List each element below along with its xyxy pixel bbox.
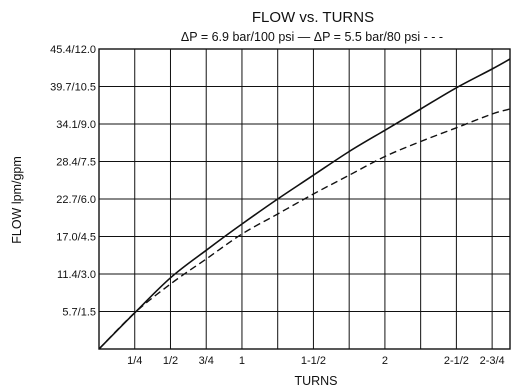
x-tick-label-7: 2-3/4	[480, 355, 505, 367]
y-tick-label-3: 22.7/6.0	[56, 194, 96, 206]
x-tick-label-4: 1-1/2	[301, 355, 326, 367]
x-axis-label: TURNS	[294, 374, 337, 388]
chart-title: FLOW vs. TURNS	[252, 9, 374, 26]
x-tick-label-1: 1/2	[163, 355, 178, 367]
chart-subtitle-legend: ΔP = 6.9 bar/100 psi — ΔP = 5.5 bar/80 p…	[181, 30, 443, 44]
x-tick-labels: 1/4 1/2 3/4 1 1-1/2 2 2-1/2 2-3/4	[127, 355, 505, 367]
y-axis-label: FLOW lpm/gpm	[10, 156, 24, 244]
plot-frame	[98, 48, 511, 350]
y-tick-label-6: 39.7/10.5	[50, 82, 96, 94]
series-line-80psi-dashed	[98, 108, 511, 350]
series-lines	[98, 58, 511, 350]
y-tick-label-2: 17.0/4.5	[56, 232, 96, 244]
y-tick-labels: 5.7/1.5 11.4/3.0 17.0/4.5 22.7/6.0 28.4/7.5 3…	[50, 44, 96, 319]
y-tick-label-7: 45.4/12.0	[50, 44, 96, 56]
y-tick-label-0: 5.7/1.5	[62, 307, 96, 319]
y-tick-label-4: 28.4/7.5	[56, 157, 96, 169]
x-tick-label-3: 1	[239, 355, 245, 367]
x-tick-label-6: 2-1/2	[444, 355, 469, 367]
y-tick-label-5: 34.1/9.0	[56, 119, 96, 131]
x-tick-label-2: 3/4	[199, 355, 214, 367]
x-tick-label-0: 1/4	[127, 355, 142, 367]
y-tick-label-1: 11.4/3.0	[57, 269, 96, 281]
x-tick-label-5: 2	[382, 355, 388, 367]
series-line-100psi-solid	[98, 58, 511, 350]
grid-lines	[99, 48, 510, 349]
